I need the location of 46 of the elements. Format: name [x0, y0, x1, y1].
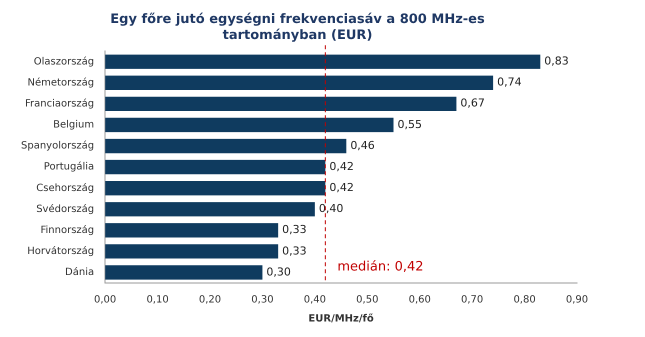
y-tick-label: Franciaország — [24, 98, 94, 110]
bar — [105, 181, 326, 196]
x-tick-label: 0,30 — [251, 294, 274, 306]
bar — [105, 265, 262, 280]
x-axis-title: EUR/MHz/fő — [308, 314, 374, 325]
data-label: 0,33 — [282, 223, 307, 236]
data-label: 0,74 — [497, 76, 522, 89]
data-label: 0,42 — [329, 160, 354, 173]
data-label: 0,33 — [282, 244, 307, 258]
bar — [105, 96, 456, 112]
ref-line-label: medián: 0,42 — [337, 259, 424, 274]
x-tick-label: 0,60 — [408, 294, 431, 306]
data-label: 0,30 — [266, 265, 291, 278]
y-tick-label: Portugália — [44, 162, 94, 173]
bar — [105, 76, 494, 90]
y-tick-label: Olaszország — [34, 56, 94, 68]
x-tick-label: 0,70 — [461, 294, 484, 306]
y-tick-label: Dánia — [65, 267, 94, 278]
y-tick-label: Horvátország — [27, 246, 94, 257]
bar — [105, 118, 394, 132]
y-tick-label: Finnország — [40, 224, 94, 236]
x-tick-label: 0,40 — [304, 294, 326, 306]
bar — [105, 202, 315, 216]
data-label: 0,40 — [318, 202, 344, 216]
y-tick-label: Spanyolország — [21, 140, 94, 152]
bar — [105, 54, 540, 69]
y-tick-label: Csehország — [36, 182, 94, 194]
x-tick-label: 0,80 — [513, 294, 536, 306]
data-label: 0,83 — [544, 54, 569, 68]
x-tick-label: 0,20 — [198, 294, 222, 306]
data-label: 0,42 — [329, 181, 354, 194]
data-label: 0,46 — [350, 138, 375, 152]
bar — [105, 160, 326, 174]
x-tick-label: 0,10 — [146, 294, 169, 306]
data-label: 0,67 — [460, 96, 485, 110]
x-tick-label: 0,50 — [356, 294, 378, 306]
y-tick-label: Svédország — [36, 204, 94, 215]
chart-title: Egy főre jutó egységni frekvenciasáv a 800 MHz-es tartományban (EUR) — [110, 12, 485, 43]
bar — [105, 138, 346, 154]
y-tick-label: Németország — [28, 77, 94, 88]
bar — [105, 223, 278, 238]
bar — [105, 244, 278, 259]
x-tick-label: 0,90 — [566, 294, 588, 306]
data-label: 0,55 — [398, 118, 422, 131]
x-tick-label: 0,00 — [94, 294, 116, 306]
y-tick-label: Belgium — [53, 120, 94, 131]
